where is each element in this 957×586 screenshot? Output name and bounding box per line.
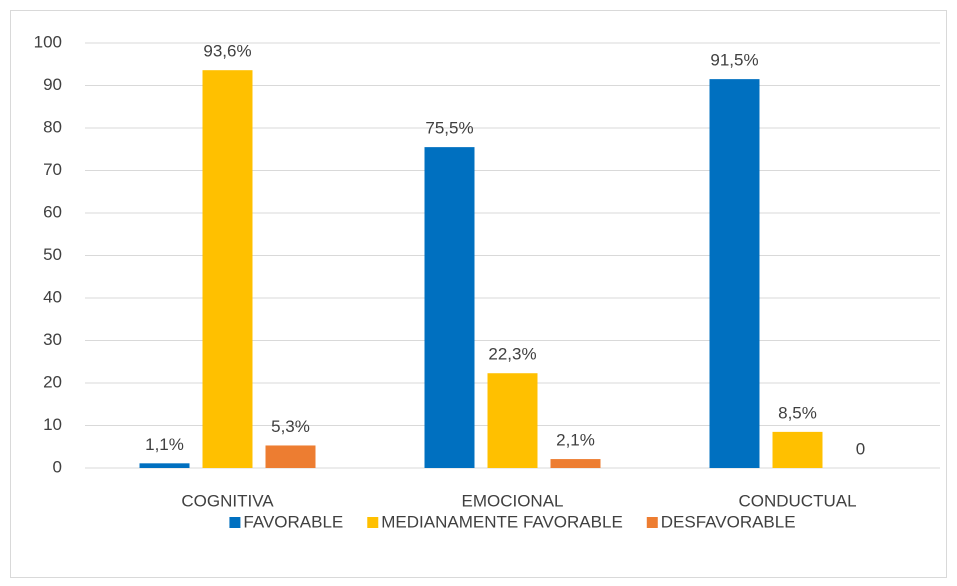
legend-swatch	[367, 517, 379, 528]
bar	[487, 373, 538, 468]
y-tick-label: 100	[34, 32, 62, 51]
legend-label: DESFAVORABLE	[661, 512, 796, 531]
y-tick-label: 0	[53, 457, 62, 476]
data-label: 2,1%	[556, 431, 595, 450]
y-tick-label: 90	[43, 75, 62, 94]
bar	[139, 463, 190, 468]
bar	[202, 70, 253, 468]
data-label: 0	[856, 439, 865, 458]
data-label: 91,5%	[710, 51, 758, 70]
legend-swatch	[646, 517, 658, 528]
x-tick-label: CONDUCTUAL	[738, 491, 856, 510]
data-label: 93,6%	[203, 42, 251, 61]
y-tick-label: 20	[43, 372, 62, 391]
data-label: 22,3%	[488, 345, 536, 364]
y-tick-label: 80	[43, 117, 62, 136]
x-tick-label: COGNITIVA	[181, 491, 274, 510]
y-tick-label: 30	[43, 330, 62, 349]
legend-label: FAVORABLE	[243, 512, 343, 531]
y-tick-label: 70	[43, 160, 62, 179]
bar	[772, 431, 823, 468]
data-label: 8,5%	[778, 403, 817, 422]
bar	[550, 459, 601, 468]
data-label: 5,3%	[271, 417, 310, 436]
y-tick-label: 50	[43, 245, 62, 264]
bar	[709, 79, 760, 468]
data-label: 75,5%	[425, 119, 473, 138]
chart-border	[10, 10, 947, 578]
legend-swatch	[229, 517, 241, 528]
bar	[424, 147, 475, 468]
x-tick-label: EMOCIONAL	[461, 491, 563, 510]
y-tick-label: 60	[43, 202, 62, 221]
bar	[265, 445, 316, 468]
data-label: 1,1%	[145, 435, 184, 454]
legend-label: MEDIANAMENTE FAVORABLE	[381, 512, 623, 531]
y-tick-label: 10	[43, 415, 62, 434]
y-tick-label: 40	[43, 287, 62, 306]
